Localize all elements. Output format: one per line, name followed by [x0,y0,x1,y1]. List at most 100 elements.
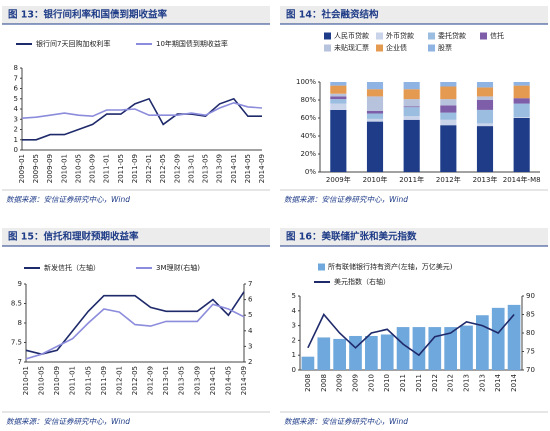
bar-segment [403,89,420,100]
x-tick-label: 2014-09 [240,366,248,395]
legend-label: 人民币贷款 [334,31,369,40]
bar-segment [476,82,494,88]
x-tick-label: 2012 [447,374,455,392]
y-tick-label: 2 [14,126,18,134]
x-tick-label: 2009 [336,374,344,392]
x-tick-label: 2010 [367,374,375,392]
bar-segment [440,82,457,87]
panel-header [2,6,270,24]
panel-header [280,6,548,24]
y-tick-label: 3 [292,322,296,330]
legend-label: 3M理财(右轴) [156,263,200,272]
x-tick-label: 2013-01 [187,154,195,183]
bar-segment [440,99,457,106]
x-tick-label: 2009年 [326,175,351,184]
bar-segment [366,118,384,122]
y-tick-label: 8.5 [11,300,22,308]
y2-tick-label: 80 [526,329,535,337]
y2-tick-label: 75 [526,348,535,356]
bar-segment [403,82,420,90]
y-tick-label: 80% [300,96,316,104]
x-tick-label: 2010年 [363,175,388,184]
source-note: 数据来源：安信证券研究中心，Wind [6,417,130,426]
bar-segment [366,121,384,172]
bar [380,334,394,370]
panel-title: 图 15：信托和理财预期收益率 [8,231,139,243]
y-tick-label: 7.5 [11,339,22,347]
x-tick-label: 2012-09 [147,366,155,395]
x-tick-label: 2010-01 [22,366,30,395]
y-tick-label: 4 [14,105,19,113]
bar [333,338,346,370]
x-tick-label: 2009-01 [18,154,26,183]
x-tick-label: 2011-09 [100,366,108,395]
bar-segment [476,87,494,97]
panel-title: 图 13：银行间利率和国债到期收益率 [8,9,168,21]
x-tick-label: 2013-01 [162,366,170,395]
y-tick-label: 5 [292,292,296,300]
x-tick-label: 2013-09 [193,366,201,395]
series-line [307,313,515,357]
series-line [21,101,263,119]
x-tick-label: 2014-09 [258,154,266,183]
x-tick-label: 2013-05 [178,366,186,395]
panel-title: 图 14：社会融资结构 [286,9,379,21]
bar-segment [330,96,347,100]
y2-tick-label: 90 [526,292,535,300]
x-tick-label: 2013-09 [216,154,224,183]
x-tick-label: 2009-09 [46,154,54,183]
y-tick-label: 1 [14,136,18,144]
series-line [25,303,245,360]
bar-segment [440,105,457,113]
x-tick-label: 2014 [494,373,502,391]
y-tick-label: 20% [300,150,316,158]
x-tick-label: 2014-01 [230,154,238,183]
bar [412,327,426,370]
y2-tick-label: 7 [248,280,252,288]
bar-segment [513,117,530,118]
x-tick-label: 2014-05 [224,366,232,395]
bar-segment [403,107,420,117]
y-tick-label: 8 [14,64,18,72]
y-tick-label: 100% [296,78,316,86]
bar [317,337,331,370]
legend-label: 外币贷款 [386,31,414,40]
y-tick-label: 2 [292,336,296,344]
bar-segment [403,119,420,172]
y-tick-label: 60% [300,114,316,122]
x-tick-label: 2013年 [473,175,498,184]
bar-segment [366,89,384,97]
x-tick-label: 2011-09 [131,154,139,183]
y-tick-label: 1 [292,351,296,359]
bar-segment [440,125,457,172]
y-tick-label: 6 [14,85,19,93]
legend-swatch [376,44,383,52]
y-tick-label: 5 [14,95,18,103]
bar [396,327,410,370]
x-tick-label: 2013-05 [202,154,210,183]
bar-segment [403,106,420,108]
bar [491,307,505,370]
bar-segment [366,110,384,114]
bar-segment [330,99,347,104]
x-tick-label: 2010-01 [60,154,68,183]
x-tick-label: 2011-01 [69,366,77,395]
x-tick-label: 2011年 [399,175,424,184]
series-line [22,97,262,141]
legend-label: 企业债 [386,43,407,52]
x-tick-label: 2010-05 [74,154,82,183]
bar [460,325,473,370]
legend-swatch [376,32,383,40]
legend-label: 未贴现汇票 [334,43,369,52]
legend-label: 美元指数（右轴） [334,277,390,286]
y-tick-label: 40% [300,132,316,140]
x-tick-label: 2014-01 [209,366,217,395]
bar-segment [330,93,347,97]
bar-segment [403,99,420,107]
panel-header [2,228,270,246]
legend-label: 所有联储银行持有资产(左轴，万亿美元) [328,262,453,271]
bar-segment [476,109,494,124]
legend-swatch [480,32,487,40]
x-tick-label: 2009-05 [32,154,40,183]
